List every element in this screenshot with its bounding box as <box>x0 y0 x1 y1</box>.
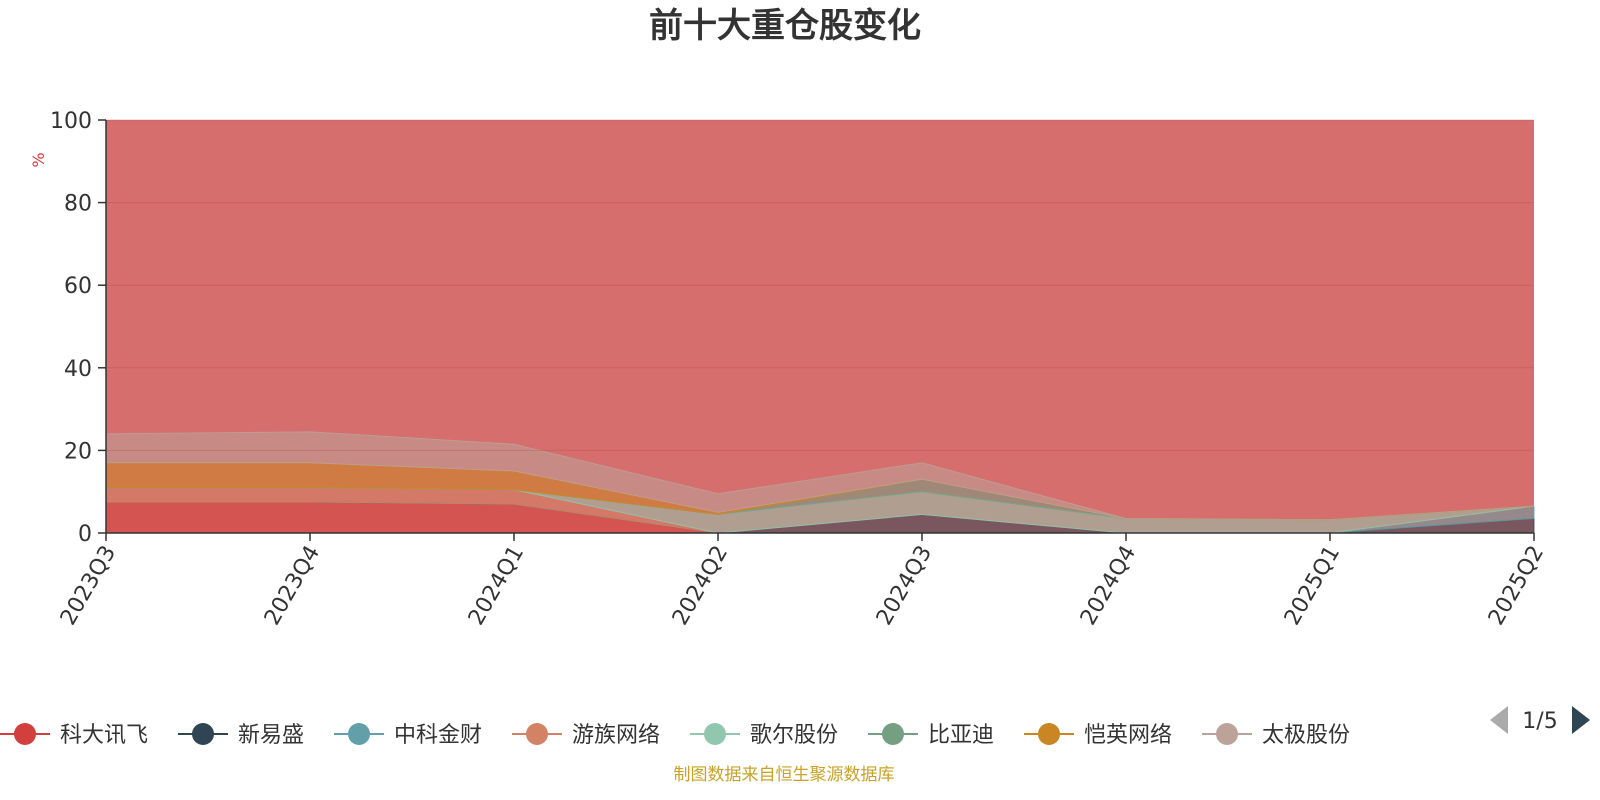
legend-label: 歌尔股份 <box>750 723 838 748</box>
legend-marker-icon <box>704 723 726 745</box>
legend-marker-icon <box>526 723 548 745</box>
legend-item-6[interactable]: 比亚迪 <box>868 723 994 748</box>
legend-item-3[interactable]: 中科金财 <box>334 723 482 748</box>
axes <box>105 120 1534 534</box>
y-tick-label: 0 <box>78 522 92 547</box>
legend-marker-icon <box>14 723 36 745</box>
area-series-8 <box>105 431 1535 521</box>
legend-marker-icon <box>348 723 370 745</box>
legend-item-1[interactable]: 科大讯飞 <box>0 723 148 748</box>
x-tick-label: 2025Q1 <box>1280 542 1345 630</box>
x-tick-label: 2024Q1 <box>464 542 529 630</box>
legend-marker-icon <box>882 723 904 745</box>
y-tick-label: 40 <box>64 357 92 382</box>
y-axis-unit: % <box>29 152 48 167</box>
x-tick-label: 2023Q4 <box>260 542 325 630</box>
x-axis-ticks: 2023Q3 2023Q4 2024Q1 2024Q2 2024Q3 2024Q4 2025… <box>56 533 1549 630</box>
legend-label: 中科金财 <box>394 723 482 748</box>
legend-label: 恺英网络 <box>1084 723 1172 748</box>
legend-item-8[interactable]: 太极股份 <box>1202 723 1350 748</box>
chart-title: 前十大重仓股变化 <box>649 6 921 46</box>
legend-page-indicator: 1/5 <box>1522 709 1557 734</box>
legend-pager: 1/5 <box>1490 706 1590 734</box>
x-tick-label: 2024Q2 <box>668 542 733 630</box>
x-tick-label: 2025Q2 <box>1484 542 1549 630</box>
legend-prev-arrow-icon[interactable] <box>1490 706 1508 734</box>
y-tick-label: 80 <box>64 192 92 217</box>
legend-label: 太极股份 <box>1262 723 1350 748</box>
data-source-note: 制图数据来自恒生聚源数据库 <box>674 765 895 785</box>
legend-item-7[interactable]: 恺英网络 <box>1024 723 1172 748</box>
y-tick-label: 100 <box>50 109 92 134</box>
legend: 科大讯飞 新易盛 中科金财 游族网络 歌尔股份 比亚迪 恺英网络 太极股份 <box>0 723 1350 748</box>
y-tick-label: 60 <box>64 274 92 299</box>
legend-label: 新易盛 <box>238 723 304 748</box>
legend-marker-icon <box>192 723 214 745</box>
legend-marker-icon <box>1038 723 1060 745</box>
legend-label: 科大讯飞 <box>60 723 148 748</box>
legend-marker-icon <box>1216 723 1238 745</box>
y-axis-ticks: 0 20 40 60 80 100 <box>50 109 106 547</box>
legend-item-4[interactable]: 游族网络 <box>512 723 660 748</box>
legend-item-2[interactable]: 新易盛 <box>178 723 304 748</box>
legend-label: 比亚迪 <box>928 723 994 748</box>
x-tick-label: 2023Q3 <box>56 542 121 630</box>
legend-label: 游族网络 <box>572 723 660 748</box>
x-tick-label: 2024Q3 <box>872 542 937 630</box>
legend-next-arrow-icon[interactable] <box>1572 706 1590 734</box>
area-layers <box>105 119 1535 534</box>
x-tick-label: 2024Q4 <box>1076 542 1141 630</box>
legend-item-5[interactable]: 歌尔股份 <box>690 723 838 748</box>
y-tick-label: 20 <box>64 439 92 464</box>
